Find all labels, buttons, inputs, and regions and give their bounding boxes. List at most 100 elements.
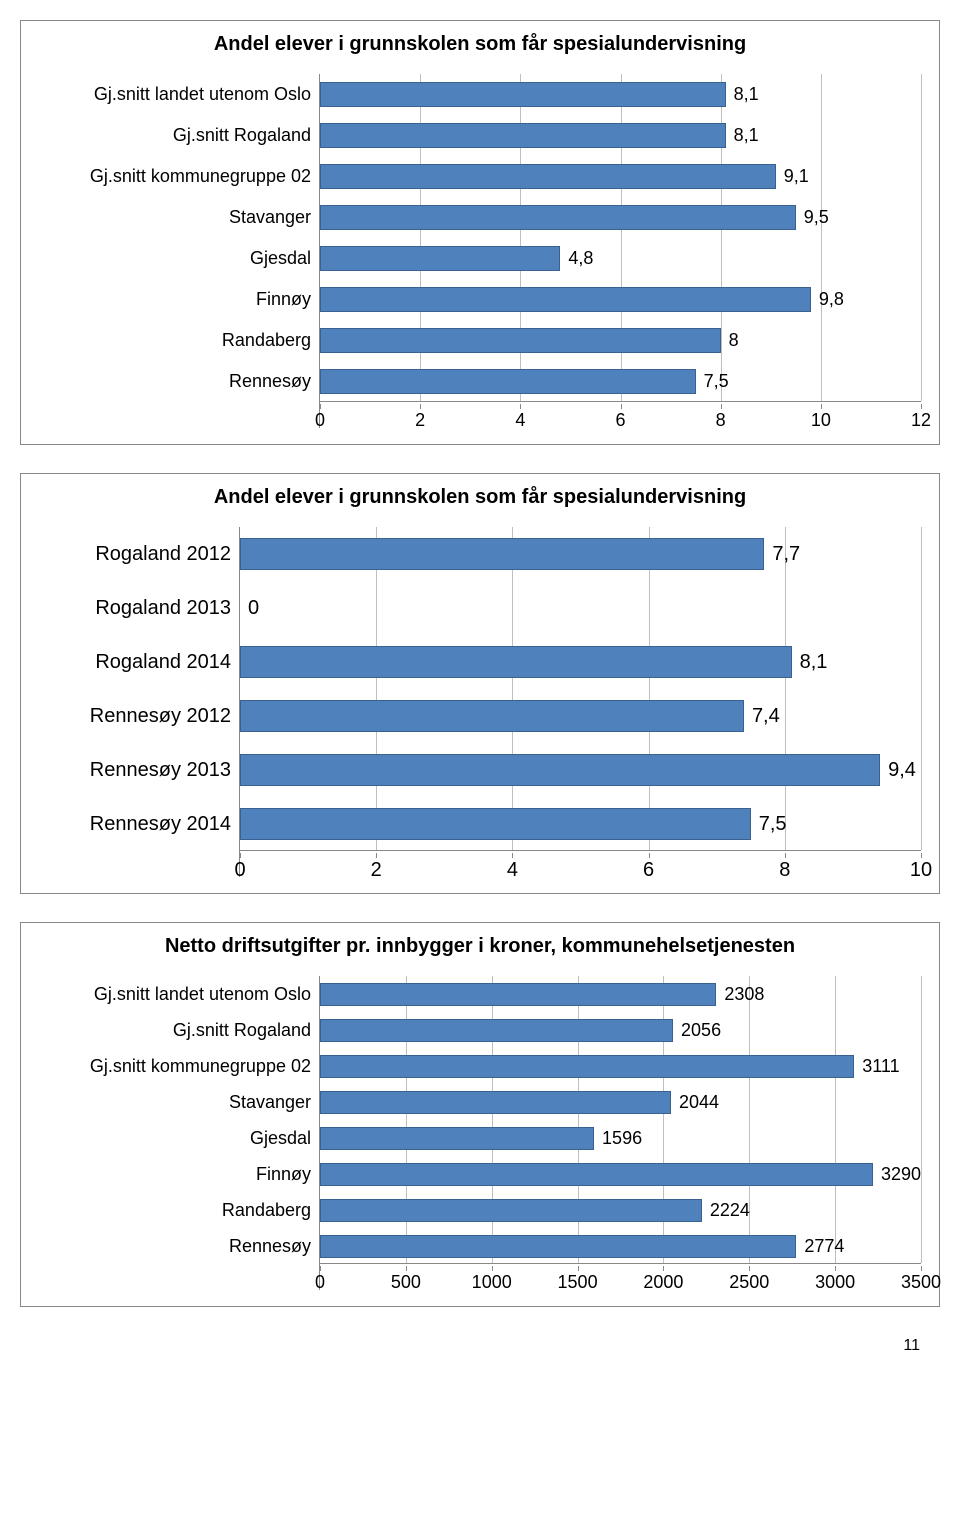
bar-value-label: 4,8 — [568, 248, 593, 269]
bar-row: 2308 — [320, 983, 921, 1006]
axis-tick-label: 0 — [315, 410, 325, 431]
gridline — [376, 527, 377, 850]
bar-value-label: 9,8 — [819, 289, 844, 310]
category-label: Randaberg — [39, 320, 319, 361]
bar — [320, 1091, 671, 1114]
tick-mark — [785, 853, 786, 858]
bar — [320, 287, 811, 312]
bar-value-label: 8,1 — [800, 651, 828, 674]
category-label: Rennesøy 2013 — [39, 743, 239, 797]
category-label: Rogaland 2013 — [39, 581, 239, 635]
bar — [320, 1199, 702, 1222]
tick-mark — [621, 404, 622, 409]
bar-value-label: 7,5 — [759, 813, 787, 836]
axis-tick-label: 2000 — [643, 1272, 683, 1293]
bar — [320, 1019, 673, 1042]
category-label: Rennesøy 2012 — [39, 689, 239, 743]
chart-1-title: Andel elever i grunnskolen som får spesi… — [39, 33, 921, 56]
bar-value-label: 7,5 — [704, 371, 729, 392]
tick-mark — [921, 853, 922, 858]
bar-value-label: 8,1 — [734, 84, 759, 105]
bar-row: 7,4 — [240, 700, 921, 732]
chart-3: Netto driftsutgifter pr. innbygger i kro… — [20, 922, 940, 1307]
bar-row: 4,8 — [320, 246, 921, 271]
bar-value-label: 0 — [248, 597, 259, 620]
page-number: 11 — [20, 1337, 940, 1355]
category-label: Randaberg — [39, 1192, 319, 1228]
chart-2-labels: Rogaland 2012Rogaland 2013Rogaland 2014R… — [39, 527, 239, 851]
bar — [320, 123, 726, 148]
tick-mark — [821, 404, 822, 409]
category-label: Gj.snitt Rogaland — [39, 1012, 319, 1048]
axis-tick-label: 2500 — [729, 1272, 769, 1293]
bar — [320, 1127, 594, 1150]
category-label: Gj.snitt kommunegruppe 02 — [39, 1048, 319, 1084]
bar-value-label: 2044 — [679, 1092, 719, 1113]
category-label: Stavanger — [39, 197, 319, 238]
bar-row: 8,1 — [240, 646, 921, 678]
bar — [320, 328, 721, 353]
category-label: Gj.snitt Rogaland — [39, 115, 319, 156]
bar-row: 7,5 — [320, 369, 921, 394]
axis-tick-label: 12 — [911, 410, 931, 431]
tick-mark — [835, 1266, 836, 1271]
chart-1: Andel elever i grunnskolen som får spesi… — [20, 20, 940, 445]
chart-3-bars: 23082056311120441596329022242774 — [320, 976, 921, 1264]
bar-value-label: 7,4 — [752, 705, 780, 728]
tick-mark — [376, 853, 377, 858]
axis-tick-label: 10 — [811, 410, 831, 431]
category-label: Gj.snitt landet utenom Oslo — [39, 976, 319, 1012]
bar-value-label: 3290 — [881, 1164, 921, 1185]
category-label: Gj.snitt landet utenom Oslo — [39, 74, 319, 115]
tick-mark — [749, 1266, 750, 1271]
gridline — [921, 976, 922, 1263]
bar — [320, 246, 560, 271]
bar — [320, 82, 726, 107]
gridline — [512, 527, 513, 850]
chart-2-title: Andel elever i grunnskolen som får spesi… — [39, 486, 921, 509]
bar — [240, 808, 751, 840]
bar-value-label: 2774 — [804, 1236, 844, 1257]
bar — [320, 369, 696, 394]
bar-row: 9,4 — [240, 754, 921, 786]
bar-row: 7,5 — [240, 808, 921, 840]
category-label: Gjesdal — [39, 1120, 319, 1156]
tick-mark — [663, 1266, 664, 1271]
bar-value-label: 7,7 — [772, 543, 800, 566]
bar — [240, 646, 792, 678]
chart-1-labels: Gj.snitt landet utenom OsloGj.snitt Roga… — [39, 74, 319, 402]
axis-tick-label: 10 — [910, 859, 932, 882]
tick-mark — [492, 1266, 493, 1271]
chart-2-ticks: 0246810 — [240, 853, 921, 877]
bar-value-label: 9,5 — [804, 207, 829, 228]
category-label: Gjesdal — [39, 238, 319, 279]
axis-tick-label: 0 — [234, 859, 245, 882]
tick-mark — [406, 1266, 407, 1271]
bar-value-label: 8 — [729, 330, 739, 351]
axis-tick-label: 1500 — [558, 1272, 598, 1293]
bar — [320, 1235, 796, 1258]
axis-tick-label: 0 — [315, 1272, 325, 1293]
tick-mark — [921, 404, 922, 409]
axis-tick-label: 8 — [779, 859, 790, 882]
bar-value-label: 8,1 — [734, 125, 759, 146]
bar-value-label: 1596 — [602, 1128, 642, 1149]
bar-row: 3111 — [320, 1055, 921, 1078]
chart-1-plot: 8,18,19,19,54,89,887,5 024681012 — [319, 74, 921, 428]
chart-3-body: Gj.snitt landet utenom OsloGj.snitt Roga… — [39, 976, 921, 1290]
bar-row: 8,1 — [320, 123, 921, 148]
chart-3-ticks: 0500100015002000250030003500 — [320, 1266, 921, 1290]
category-label: Gj.snitt kommunegruppe 02 — [39, 156, 319, 197]
bar-value-label: 9,4 — [888, 759, 916, 782]
tick-mark — [320, 404, 321, 409]
chart-3-labels: Gj.snitt landet utenom OsloGj.snitt Roga… — [39, 976, 319, 1264]
chart-3-plot: 23082056311120441596329022242774 0500100… — [319, 976, 921, 1290]
category-label: Rogaland 2012 — [39, 527, 239, 581]
chart-2: Andel elever i grunnskolen som får spesi… — [20, 473, 940, 894]
tick-mark — [512, 853, 513, 858]
chart-2-gridlines — [240, 527, 921, 850]
bar — [240, 538, 764, 570]
category-label: Rennesøy — [39, 361, 319, 402]
bar-row: 7,7 — [240, 538, 921, 570]
bar — [320, 1055, 854, 1078]
